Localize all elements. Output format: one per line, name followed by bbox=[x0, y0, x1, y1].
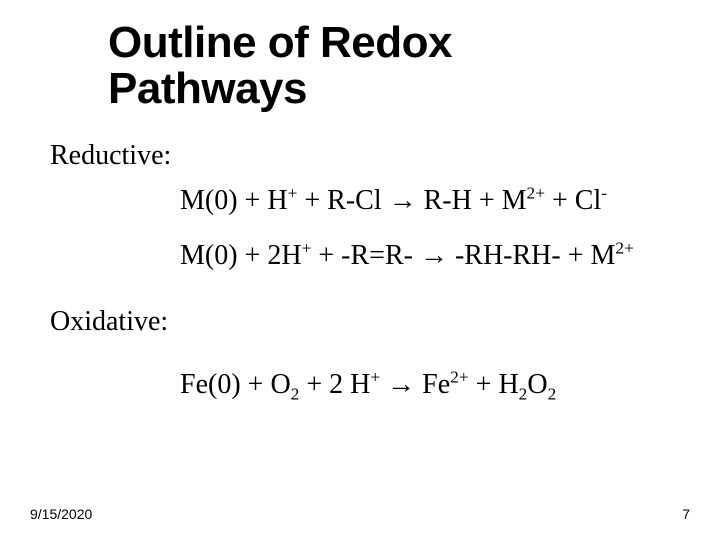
equation-reductive-1: M(0) + H+ + R-Cl → R-H + M2+ + Cl- bbox=[180, 184, 670, 217]
footer: 9/15/2020 7 bbox=[30, 506, 690, 522]
title-line-1: Outline of Redox bbox=[108, 18, 452, 67]
oxidative-label: Oxidative: bbox=[50, 306, 670, 338]
slide-title: Outline of Redox Pathways bbox=[108, 20, 670, 112]
reductive-equations: M(0) + H+ + R-Cl → R-H + M2+ + Cl- M(0) … bbox=[180, 184, 670, 272]
slide: Outline of Redox Pathways Reductive: M(0… bbox=[0, 0, 720, 540]
title-line-2: Pathways bbox=[108, 64, 307, 113]
reductive-label: Reductive: bbox=[50, 140, 670, 172]
footer-date: 9/15/2020 bbox=[30, 506, 92, 522]
oxidative-equations: Fe(0) + O2 + 2 H+ → Fe2+ + H2O2 bbox=[180, 368, 670, 401]
equation-reductive-2: M(0) + 2H+ + -R=R- → -RH-RH- + M2+ bbox=[180, 239, 670, 272]
footer-page-number: 7 bbox=[682, 506, 690, 522]
equation-oxidative-1: Fe(0) + O2 + 2 H+ → Fe2+ + H2O2 bbox=[180, 368, 670, 401]
